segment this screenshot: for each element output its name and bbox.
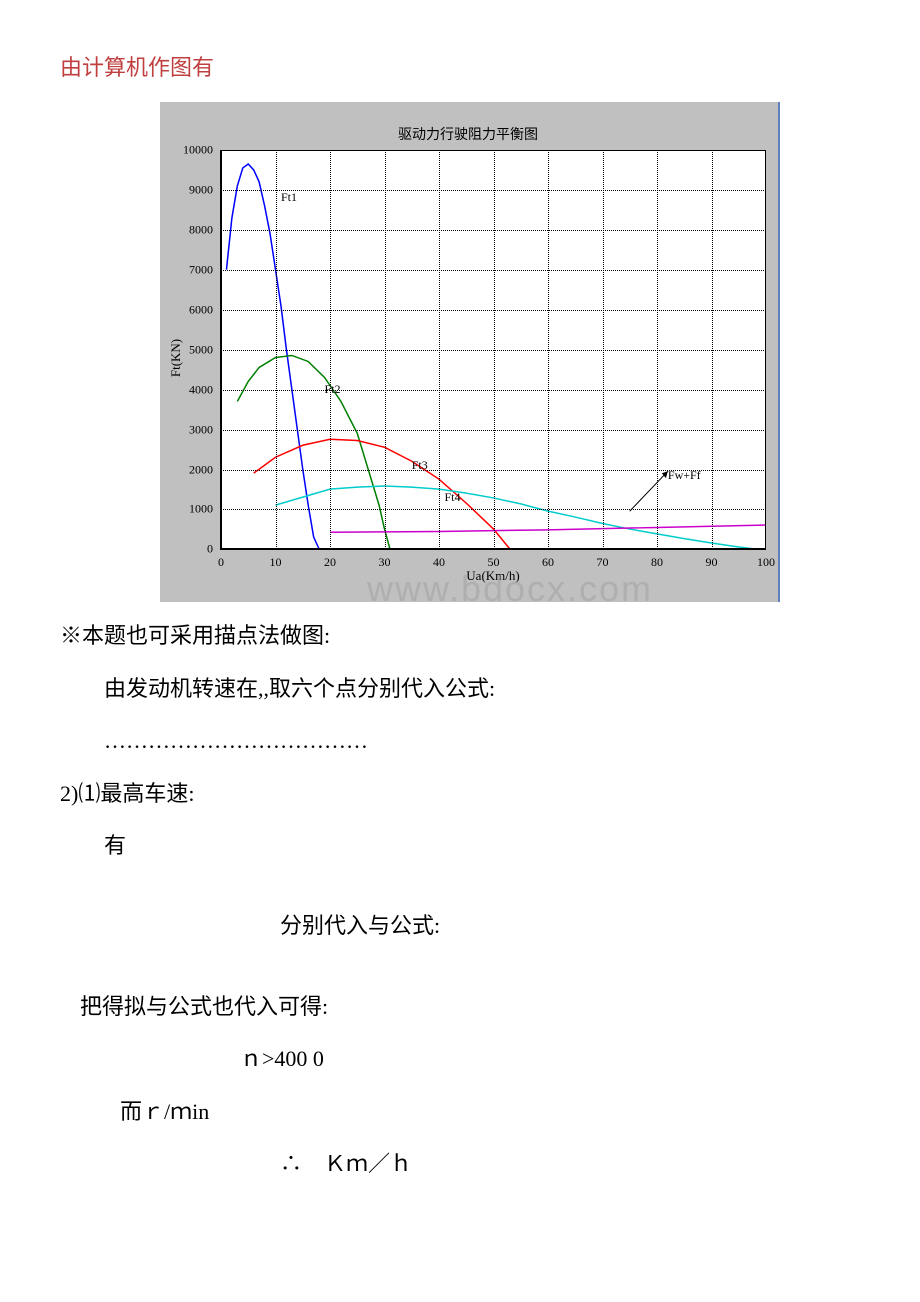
ytick-label: 0 xyxy=(207,542,213,557)
chart-panel: 驱动力行驶阻力平衡图 Ft(KN) 0100020003000400050006… xyxy=(160,102,780,602)
text-line-2: 由发动机转速在,,取六个点分别代入公式: xyxy=(60,665,860,713)
series-label-Ft1: Ft1 xyxy=(281,190,297,205)
grid-line-v xyxy=(276,150,277,549)
text-line-8: ｎ>400 0 xyxy=(60,1035,860,1083)
annotation-arrow xyxy=(630,472,668,512)
xtick-label: 30 xyxy=(379,555,391,570)
grid-line-v xyxy=(712,150,713,549)
text-line-4: 2)⑴最高车速: xyxy=(60,770,860,818)
ytick-label: 9000 xyxy=(189,183,213,198)
ytick-label: 4000 xyxy=(189,382,213,397)
text-line-3: ……………………………… xyxy=(60,717,860,765)
ytick-label: 7000 xyxy=(189,263,213,278)
grid-line-v xyxy=(603,150,604,549)
intro-text: 由计算机作图有 xyxy=(60,44,860,92)
grid-line-v xyxy=(548,150,549,549)
grid-line-v xyxy=(494,150,495,549)
series-Ft1 xyxy=(226,164,319,549)
text-line-1: ※本题也可采用描点法做图: xyxy=(60,612,860,660)
chart-container: 驱动力行驶阻力平衡图 Ft(KN) 0100020003000400050006… xyxy=(160,102,860,602)
xtick-label: 90 xyxy=(706,555,718,570)
grid-line-v xyxy=(657,150,658,549)
series-label-FwFf: Fw+Ff xyxy=(668,468,701,483)
xtick-label: 0 xyxy=(218,555,224,570)
text-line-6: 分别代入与公式: xyxy=(60,902,860,950)
ytick-label: 2000 xyxy=(189,462,213,477)
xtick-label: 50 xyxy=(488,555,500,570)
chart-ylabel: Ft(KN) xyxy=(168,339,184,377)
grid-line-v xyxy=(385,150,386,549)
series-label-Ft3: Ft3 xyxy=(412,458,428,473)
spacer-2 xyxy=(60,955,860,979)
text-line-10: ∴ Ｋｍ／ｈ xyxy=(60,1140,860,1188)
grid-line-v xyxy=(330,150,331,549)
chart-title: 驱动力行驶阻力平衡图 xyxy=(170,124,766,144)
ytick-label: 3000 xyxy=(189,422,213,437)
ytick-label: 8000 xyxy=(189,223,213,238)
ytick-label: 6000 xyxy=(189,302,213,317)
series-label-Ft4: Ft4 xyxy=(444,490,460,505)
grid-line-v xyxy=(439,150,440,549)
series-label-Ft2: Ft2 xyxy=(325,382,341,397)
ytick-label: 1000 xyxy=(189,502,213,517)
text-line-7: 把得拟与公式也代入可得: xyxy=(60,983,860,1031)
xtick-label: 20 xyxy=(324,555,336,570)
xtick-label: 100 xyxy=(757,555,775,570)
xtick-label: 80 xyxy=(651,555,663,570)
xtick-label: 10 xyxy=(270,555,282,570)
spacer-1 xyxy=(60,874,860,898)
ytick-label: 10000 xyxy=(183,143,213,158)
chart-plot-area: 0100020003000400050006000700080009000100… xyxy=(220,150,766,550)
series-Ft4 xyxy=(276,486,756,549)
xtick-label: 70 xyxy=(597,555,609,570)
text-line-5: 有 xyxy=(60,822,860,870)
series-Ft2 xyxy=(237,356,390,550)
text-line-9: 而ｒ/ｍin xyxy=(60,1088,860,1136)
chart-xlabel: Ua(Km/h) xyxy=(220,568,766,584)
ytick-label: 5000 xyxy=(189,342,213,357)
xtick-label: 60 xyxy=(542,555,554,570)
xtick-label: 40 xyxy=(433,555,445,570)
